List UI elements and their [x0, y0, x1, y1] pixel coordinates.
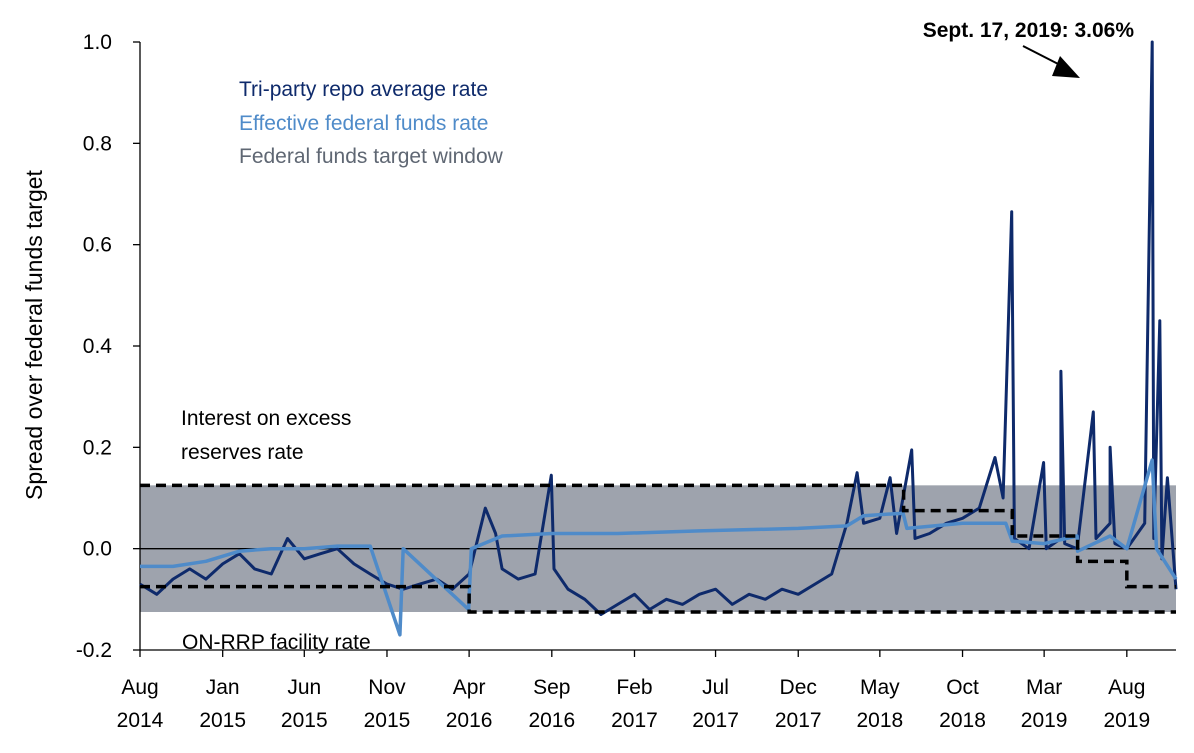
x-tick-label-year: 2017	[611, 709, 658, 732]
x-tick-label-month: Jan	[206, 676, 240, 699]
annotation-arrowhead-icon	[1052, 56, 1080, 78]
ioer-dashed-line	[140, 483, 1176, 589]
x-tick-label-month: Feb	[616, 676, 652, 699]
legend-entry-effr: Effective federal funds rate	[239, 112, 488, 135]
x-tick-label-year: 2015	[199, 709, 246, 732]
y-tick-label: 0.2	[83, 436, 112, 459]
x-tick-label-month: Mar	[1026, 676, 1062, 699]
x-tick-label-year: 2016	[528, 709, 575, 732]
y-tick-label: 0.0	[83, 538, 112, 561]
y-tick-label: 0.8	[83, 132, 112, 155]
series-line-tri-party-repo	[139, 40, 1178, 616]
ioer-label-line1: Interest on excess	[181, 407, 351, 430]
x-tick-label-year: 2017	[775, 709, 822, 732]
x-tick-label-month: Oct	[946, 676, 979, 699]
x-tick-label-month: Nov	[368, 676, 406, 699]
y-tick-label: 0.4	[83, 335, 113, 358]
spike-annotation: Sept. 17, 2019: 3.06%	[923, 19, 1135, 42]
y-tick-label: -0.2	[76, 639, 112, 662]
legend-entry-target-window: Federal funds target window	[239, 145, 504, 168]
legend-entry-tri-party: Tri-party repo average rate	[239, 78, 488, 101]
y-axis: 1.0 0.8 0.6 0.4 0.2 0.0 -0.2	[76, 31, 141, 662]
x-tick-label-month: May	[860, 676, 900, 699]
legend: Tri-party repo average rate Effective fe…	[239, 78, 504, 168]
x-axis: Aug 2014 Jan 2015 Jun 2015 Nov 2015 Apr 2016 Sep 20…	[117, 649, 1176, 732]
x-tick-label-year: 2014	[117, 709, 164, 732]
x-tick-label-month: Aug	[121, 676, 158, 699]
y-tick-label: 1.0	[83, 31, 112, 54]
x-tick-label-month: Jul	[702, 676, 729, 699]
x-tick-label-year: 2016	[446, 709, 493, 732]
x-tick-label-year: 2018	[939, 709, 986, 732]
ioer-label-line2: reserves rate	[181, 441, 304, 464]
y-axis-title: Spread over federal funds target	[21, 169, 47, 499]
onrrp-dashed-line	[140, 584, 1176, 614]
x-tick-label-month: Apr	[453, 676, 486, 699]
x-tick-label-year: 2015	[281, 709, 328, 732]
x-tick-label-month: Dec	[780, 676, 817, 699]
x-tick-label-month: Jun	[287, 676, 321, 699]
x-tick-label-year: 2019	[1021, 709, 1068, 732]
x-tick-label-year: 2017	[692, 709, 739, 732]
y-tick-label: 0.6	[83, 234, 112, 257]
x-tick-label-year: 2015	[364, 709, 411, 732]
x-tick-label-year: 2019	[1103, 709, 1150, 732]
x-tick-label-year: 2018	[856, 709, 903, 732]
x-tick-label-month: Aug	[1108, 676, 1145, 699]
onrrp-label: ON-RRP facility rate	[182, 631, 371, 654]
x-tick-label-month: Sep	[533, 676, 570, 699]
